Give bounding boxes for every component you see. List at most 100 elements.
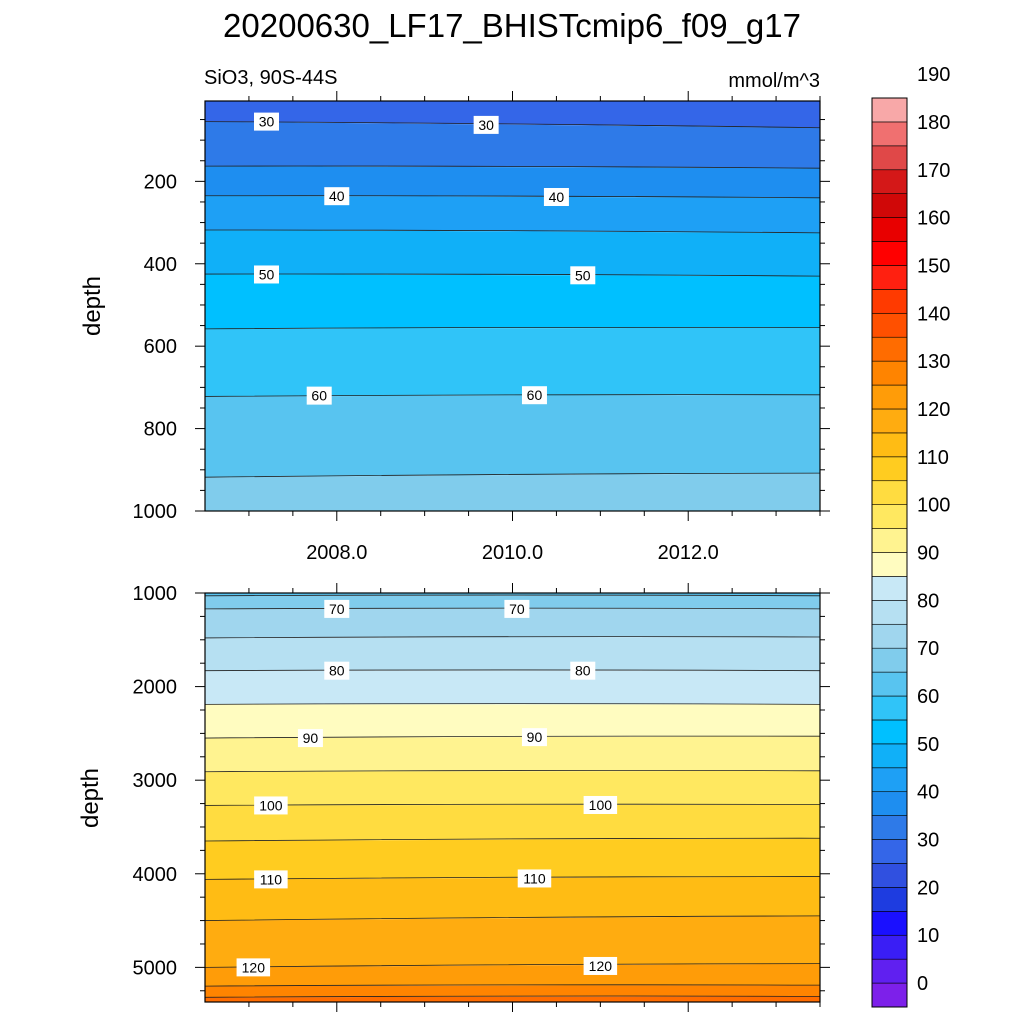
upper-contour-label-text: 60 [527,387,543,403]
lower-contour-label: 90 [297,729,323,748]
lower-contour-label-box [583,956,618,975]
upper-contour-label-box [521,386,547,405]
colorbar-tick-label: 170 [917,160,950,182]
lower-band-105 [205,838,820,880]
lower-band-115 [205,915,820,968]
lower-band-125 [205,985,820,998]
upper-contour-label-text: 50 [259,266,275,282]
colorbar-swatch [871,241,908,266]
upper-contour-label-text: 30 [259,114,275,130]
colorbar-swatch [871,791,908,816]
lower-contour-line-120 [205,963,820,968]
lower-contour-label: 120 [236,958,271,977]
colorbar-tick-label: 160 [917,208,950,230]
lower-contour-label-text: 100 [259,797,283,813]
lower-contour-line-130 [205,995,820,998]
colorbar-tick-label: 190 [917,64,950,86]
lower-band-120 [205,963,820,987]
upper-y-tick-label: 800 [144,419,177,441]
colorbar-tick-label: 100 [917,495,950,517]
colorbar: 0 10 20 30 40 50 60 70 80 90 100 110 120 130 140 150 160… [871,64,950,1008]
colorbar-tick-label: 60 [917,686,939,708]
upper-band-40 [205,195,820,233]
colorbar-swatch [871,265,908,290]
lower-band-80 [205,670,820,705]
colorbar-swatch [871,456,908,482]
subtitle-left: SiO3, 90S-44S [204,67,337,89]
colorbar-tick-label: 180 [917,112,950,134]
colorbar-swatch [871,169,908,194]
colorbar-swatch [871,887,908,912]
lower-contour-label-box [254,870,288,889]
colorbar-tick-label: 30 [917,830,939,852]
colorbar-swatch [871,480,908,505]
lower-band-85 [205,704,820,739]
upper-contour-line-45 [205,229,820,234]
colorbar-swatch [871,743,908,769]
lower-contour-label-text: 90 [303,730,319,746]
upper-contour-label: 30 [473,115,499,134]
lower-contour-label-text: 100 [589,797,613,813]
upper-y-tick-label: 200 [144,171,177,193]
lower-contour-label-text: 80 [329,663,345,679]
lower-depth-panel: 70 70 80 80 90 90 100 100 110 110 120 120 1000 2000 3… [77,583,830,1012]
colorbar-swatch [871,384,908,410]
upper-band-50 [205,274,820,329]
colorbar-tick-label: 90 [917,543,939,565]
lower-band-100 [205,804,820,842]
upper-band-65 [205,473,820,511]
lower-y-tick-label: 1000 [133,583,178,605]
upper-y-tick-label: 600 [144,336,177,358]
colorbar-swatch [871,312,908,338]
upper-contour-label: 50 [570,266,596,285]
lower-y-axis-label: depth [77,768,104,828]
upper-contour-line-30 [205,121,820,129]
subtitle-right: mmol/m^3 [728,70,820,92]
colorbar-tick-label: 80 [917,590,939,612]
upper-band-60 [205,394,820,478]
colorbar-swatch [871,767,908,793]
lower-band-75 [205,636,820,671]
lower-contour-label-text: 110 [523,870,546,886]
colorbar-swatch [871,934,908,960]
lower-contour-line-95 [205,770,820,773]
upper-y-tick-label: 400 [144,254,177,276]
upper-contour-label-box [254,112,279,131]
colorbar-swatch [871,336,908,362]
upper-contour-label: 40 [324,187,350,206]
lower-contour-label-box [254,796,288,815]
colorbar-swatch [871,576,908,601]
upper-contour-line-50 [205,273,820,277]
upper-band-45 [205,229,820,277]
lower-contour-label: 80 [570,661,596,680]
colorbar-swatch [871,600,908,625]
lower-contour-label: 70 [504,599,530,618]
lower-band-110 [205,876,820,921]
upper-band-35 [205,166,820,198]
colorbar-swatch [871,911,908,936]
colorbar-tick-label: 110 [917,447,949,469]
colorbar-tick-label: 150 [917,255,950,277]
lower-contour-line-80 [205,669,820,672]
colorbar-swatch [871,289,908,314]
colorbar-swatch [871,647,908,673]
upper-contour-label-box [543,188,569,207]
lower-contour-label-box [324,599,350,618]
lower-contour-label-box [570,661,596,680]
colorbar-swatch [871,97,908,123]
lower-band-90 [205,736,820,772]
colorbar-tick-label: 120 [917,399,950,421]
lower-contour-line-115 [205,915,820,921]
lower-contour-label: 80 [324,661,350,680]
colorbar-swatch [871,528,908,553]
lower-contour-label: 110 [254,870,288,889]
upper-band-30 [205,121,820,169]
upper-contour-label-text: 40 [549,189,565,205]
lower-y-tick-label: 2000 [133,677,178,699]
colorbar-tick-label: 10 [917,925,939,947]
upper-contour-label-box [324,187,350,206]
upper-y-tick-label: 1000 [133,501,178,523]
lower-contour-line-90 [205,735,820,739]
upper-x-tick-label: 2012.0 [658,542,719,564]
